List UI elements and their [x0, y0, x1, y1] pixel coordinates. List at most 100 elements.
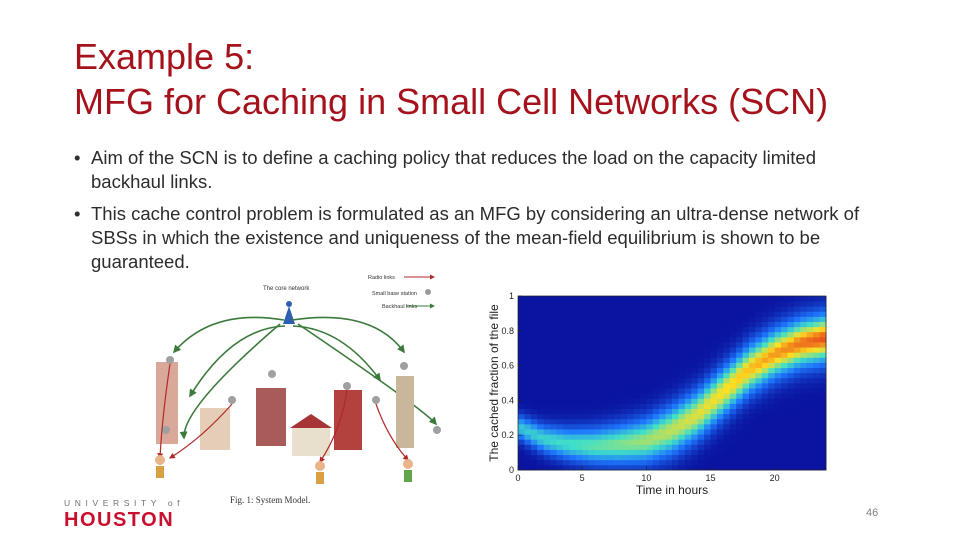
heatmap-cell [672, 342, 679, 348]
heatmap-cell [781, 429, 788, 435]
heatmap-cell [556, 429, 564, 435]
heatmap-cell [761, 352, 769, 358]
heatmap-cell [518, 296, 525, 302]
heatmap-cell [620, 413, 628, 420]
heatmap-cell [704, 413, 711, 420]
heatmap-cell [755, 367, 763, 374]
heatmap-cell [569, 434, 577, 440]
heatmap-cell [684, 362, 692, 369]
heatmap-cell [697, 316, 705, 322]
heatmap-cell [588, 398, 596, 404]
heatmap-cell [595, 306, 602, 312]
heatmap-cell [678, 352, 686, 358]
heatmap-cell [646, 357, 654, 363]
heatmap-cell [659, 444, 666, 450]
heatmap-cell [582, 367, 589, 374]
heatmap-cell [530, 326, 538, 333]
heatmap-cell [806, 418, 814, 425]
heatmap-cell [749, 449, 756, 456]
heatmap-cell [691, 398, 699, 404]
heatmap-cell [556, 398, 564, 404]
heatmap-cell [620, 444, 628, 450]
heatmap-cell [813, 352, 820, 358]
heatmap-cell [607, 352, 615, 358]
heatmap-cell [768, 342, 776, 348]
heatmap-cell [659, 464, 666, 471]
heatmap-cell [562, 434, 570, 440]
heatmap-cell [684, 372, 692, 379]
heatmap-cell [774, 464, 782, 471]
heatmap-cell [716, 352, 724, 358]
heatmap-cell [639, 372, 647, 379]
heatmap-cell [761, 342, 769, 348]
heatmap-cell [749, 321, 756, 328]
heatmap-cell [556, 413, 564, 420]
heatmap-cell [607, 383, 615, 389]
heatmap-cell [800, 306, 808, 312]
heatmap-cell [518, 372, 525, 379]
heatmap-cell [723, 357, 731, 363]
heatmap-cell [710, 301, 718, 307]
heatmap-cell [627, 388, 634, 394]
heatmap-cell [768, 311, 776, 317]
heatmap-cell [518, 311, 525, 317]
heatmap-cell [684, 347, 692, 353]
heatmap-cell [672, 429, 679, 435]
heatmap-cell [716, 393, 724, 399]
heatmap-cell [575, 311, 583, 317]
heatmap-cell [755, 301, 763, 307]
heatmap-cell [588, 301, 596, 307]
heatmap-cell [672, 454, 679, 461]
heatmap-cell [672, 331, 679, 338]
heatmap-cell [678, 347, 686, 353]
heatmap-cell [678, 383, 686, 389]
heatmap-cell [819, 336, 827, 343]
heatmap-cell [550, 326, 557, 333]
heatmap-cell [518, 439, 525, 445]
heatmap-cell [742, 372, 750, 379]
heatmap-cell [691, 429, 699, 435]
heatmap-cell [659, 321, 666, 328]
heatmap-cell [550, 331, 557, 338]
heatmap-cell [518, 398, 525, 404]
heatmap-cell [518, 434, 525, 440]
heatmap-cell [588, 418, 596, 425]
heatmap-cell [806, 464, 814, 471]
heatmap-cell [646, 434, 654, 440]
heatmap-cell [543, 444, 551, 450]
heatmap-cell [781, 372, 788, 379]
heatmap-cell [793, 398, 801, 404]
heatmap-cell [601, 393, 609, 399]
heatmap-cell [678, 331, 686, 338]
heatmap-cell [633, 377, 641, 384]
heatmap-cell [665, 367, 673, 374]
heatmap-cell [652, 393, 660, 399]
heatmap-cell [678, 306, 686, 312]
heatmap-cell [742, 464, 750, 471]
heatmap-cell [800, 449, 808, 456]
heatmap-cell [684, 398, 692, 404]
heatmap-cell [530, 434, 538, 440]
base-station-icons [162, 356, 441, 434]
heatmap-cell [672, 377, 679, 384]
heatmap-cell [652, 296, 660, 302]
heatmap-cell [742, 306, 750, 312]
heatmap-cell [697, 408, 705, 415]
heatmap-cell [652, 398, 660, 404]
heatmap-cell [562, 347, 570, 353]
heatmap-cell [639, 464, 647, 471]
heatmap-cell [537, 383, 545, 389]
heatmap-cell [556, 439, 564, 445]
heatmap-cell [659, 367, 666, 374]
heatmap-cell [800, 301, 808, 307]
heatmap-cell [665, 383, 673, 389]
heatmap-cell [575, 352, 583, 358]
heatmap-cell [569, 388, 577, 394]
heatmap-cell [723, 403, 731, 409]
heatmap-cell [723, 449, 731, 456]
heatmap-cell [768, 413, 776, 420]
university-logo: UNIVERSITY of HOUSTON [64, 498, 184, 531]
heatmap-cell [793, 321, 801, 328]
heatmap-cell [537, 336, 545, 343]
heatmap-cell [781, 459, 788, 466]
